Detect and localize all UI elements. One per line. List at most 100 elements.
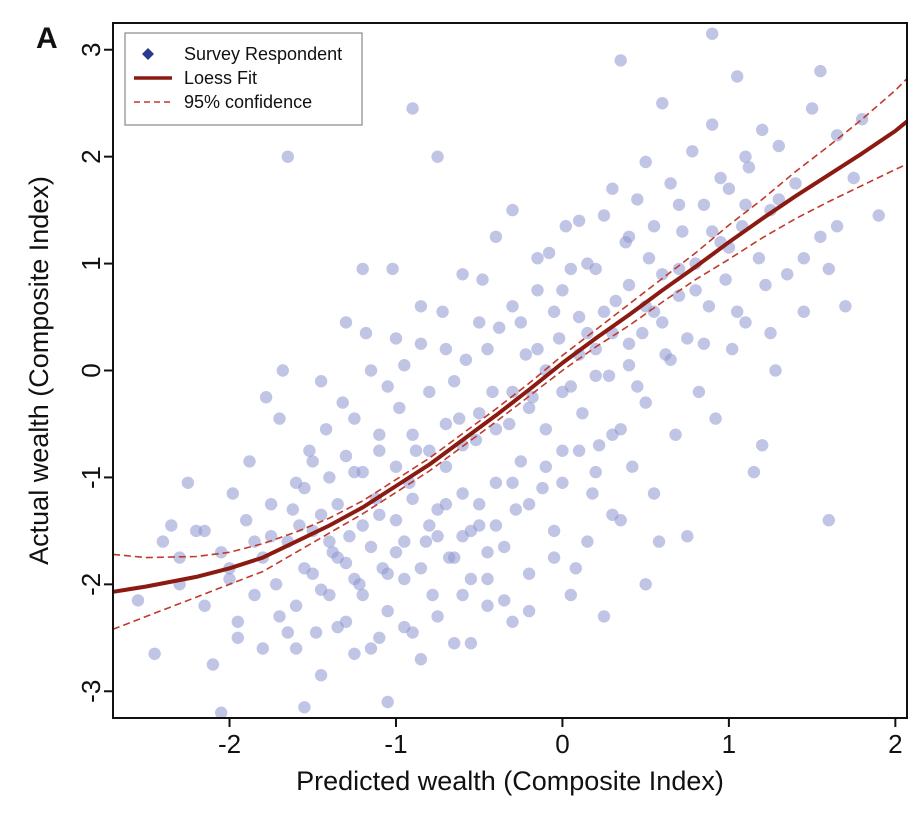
data-point bbox=[231, 631, 244, 644]
data-point bbox=[589, 262, 602, 276]
data-point bbox=[509, 503, 522, 516]
data-point bbox=[289, 599, 303, 612]
data-point bbox=[348, 647, 361, 660]
data-point bbox=[298, 701, 311, 714]
data-point bbox=[381, 567, 394, 580]
data-point bbox=[343, 530, 356, 543]
data-point bbox=[398, 535, 411, 548]
data-point bbox=[706, 27, 719, 40]
data-point bbox=[772, 139, 785, 153]
data-point bbox=[522, 604, 536, 618]
data-point bbox=[359, 326, 373, 340]
data-point bbox=[609, 294, 622, 308]
data-point bbox=[259, 391, 273, 404]
data-point bbox=[240, 514, 253, 527]
data-point bbox=[314, 583, 328, 596]
data-point bbox=[489, 519, 503, 532]
data-point bbox=[373, 428, 386, 441]
data-point bbox=[198, 524, 211, 538]
data-point bbox=[456, 588, 469, 602]
data-point bbox=[498, 540, 511, 554]
data-point bbox=[747, 465, 761, 479]
data-point bbox=[652, 535, 666, 548]
data-point bbox=[559, 220, 572, 233]
data-point bbox=[439, 417, 453, 431]
data-point bbox=[547, 524, 561, 538]
data-point bbox=[273, 610, 286, 623]
data-point bbox=[431, 610, 444, 623]
data-point bbox=[469, 433, 483, 447]
data-point bbox=[419, 535, 433, 548]
data-point bbox=[581, 535, 594, 548]
data-point bbox=[739, 316, 752, 329]
x-axis: -2 -1 0 1 2 bbox=[218, 718, 903, 759]
data-point bbox=[689, 284, 702, 297]
data-point bbox=[592, 439, 606, 452]
data-point bbox=[406, 492, 419, 505]
y-tick-label: -3 bbox=[76, 680, 106, 703]
data-point bbox=[206, 658, 220, 671]
data-point bbox=[506, 203, 519, 217]
y-tick-label: 0 bbox=[76, 363, 106, 377]
data-point bbox=[481, 342, 494, 356]
data-point bbox=[622, 337, 636, 350]
data-point bbox=[539, 460, 552, 473]
data-point bbox=[456, 487, 469, 500]
data-point bbox=[414, 337, 428, 350]
data-point bbox=[672, 198, 686, 211]
data-point bbox=[348, 572, 361, 586]
data-point bbox=[772, 193, 785, 206]
data-point bbox=[398, 620, 411, 634]
x-axis-title: Predicted wealth (Composite Index) bbox=[296, 766, 724, 796]
data-point bbox=[248, 535, 261, 548]
data-point bbox=[453, 412, 466, 425]
x-tick-label: -2 bbox=[218, 729, 241, 759]
data-point bbox=[830, 220, 844, 233]
data-point bbox=[589, 465, 602, 479]
data-point bbox=[664, 353, 677, 366]
data-point bbox=[459, 353, 473, 366]
data-point bbox=[389, 514, 403, 527]
data-point bbox=[697, 198, 711, 211]
data-point bbox=[631, 380, 644, 393]
data-point bbox=[148, 647, 161, 660]
data-point bbox=[356, 519, 369, 532]
x-tick-label: 2 bbox=[888, 729, 902, 759]
y-tick-label: 3 bbox=[76, 42, 106, 56]
data-point bbox=[614, 514, 627, 527]
data-point bbox=[464, 572, 478, 586]
data-point bbox=[656, 97, 669, 110]
data-point bbox=[273, 412, 286, 425]
data-point bbox=[493, 321, 506, 334]
data-point bbox=[439, 498, 453, 511]
data-point bbox=[323, 535, 336, 548]
data-point bbox=[676, 225, 689, 238]
data-point bbox=[522, 401, 536, 415]
data-point bbox=[473, 407, 486, 420]
data-point bbox=[364, 540, 378, 554]
data-point bbox=[364, 364, 378, 377]
data-point bbox=[709, 412, 722, 425]
data-point bbox=[589, 369, 602, 382]
data-point bbox=[681, 332, 694, 345]
data-point bbox=[156, 535, 170, 548]
data-point bbox=[781, 268, 794, 281]
data-point bbox=[309, 626, 323, 639]
data-point bbox=[714, 171, 727, 185]
data-point bbox=[406, 102, 419, 115]
data-point bbox=[486, 385, 499, 399]
legend-label-loess: Loess Fit bbox=[184, 68, 257, 88]
loess-fit-line bbox=[112, 119, 909, 594]
data-point bbox=[373, 631, 386, 644]
data-point bbox=[564, 262, 577, 276]
data-point bbox=[381, 604, 394, 618]
data-point bbox=[481, 546, 494, 559]
data-point bbox=[756, 439, 769, 452]
data-point bbox=[872, 209, 885, 222]
data-point bbox=[639, 155, 652, 169]
data-point bbox=[697, 337, 711, 350]
data-point bbox=[381, 695, 394, 709]
data-point bbox=[569, 562, 582, 575]
x-tick-label: -1 bbox=[384, 729, 407, 759]
y-axis: -3 -2 -1 0 1 2 3 bbox=[76, 42, 113, 703]
